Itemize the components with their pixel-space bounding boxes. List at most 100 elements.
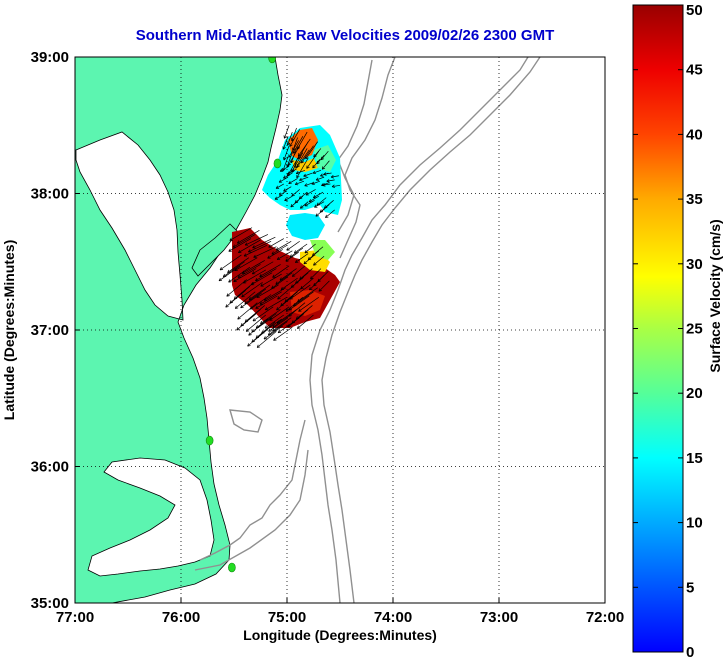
velocity-arrow — [295, 169, 306, 175]
x-axis-ticks: 77:00 76:00 75:00 74:00 73:00 72:00 — [56, 598, 624, 626]
velocity-arrow — [303, 254, 315, 265]
velocity-arrow — [295, 148, 308, 169]
velocity-arrow — [283, 125, 290, 139]
velocity-arrow — [243, 245, 268, 257]
velocity-arrow — [252, 236, 276, 249]
radar-station-marker — [205, 435, 214, 446]
velocity-arrow — [331, 184, 341, 188]
velocity-arrow — [293, 243, 308, 254]
velocity-arrow — [325, 209, 335, 219]
chart-title: Southern Mid-Atlantic Raw Velocities 200… — [136, 27, 554, 44]
velocity-arrow — [314, 201, 325, 208]
velocity-arrow — [304, 200, 315, 207]
colorbar-tick-label: 50 — [686, 2, 703, 19]
velocity-arrow — [288, 178, 298, 184]
velocity-arrow — [326, 179, 335, 183]
y-axis-label: Latitude (Degrees:Minutes) — [1, 240, 17, 420]
x-axis-label: Longitude (Degrees:Minutes) — [243, 627, 437, 643]
map-plot-area — [75, 57, 605, 603]
colorbar-tick-label: 40 — [686, 126, 703, 143]
velocity-arrow — [282, 156, 289, 172]
velocity-arrow — [238, 239, 261, 254]
velocity-arrow — [248, 284, 271, 300]
coverage-south-green — [310, 240, 335, 260]
y-tick-label: 37:00 — [31, 322, 69, 339]
velocity-arrow — [286, 131, 293, 146]
velocity-arrow — [291, 157, 298, 173]
velocity-arrow — [322, 183, 331, 187]
colorbar-tick-label: 25 — [686, 321, 703, 338]
velocity-arrow — [291, 189, 300, 197]
x-tick-label: 77:00 — [56, 609, 94, 626]
velocity-arrow — [304, 182, 314, 187]
velocity-arrow — [287, 168, 297, 175]
velocity-arrow — [298, 191, 308, 200]
velocity-arrow — [291, 265, 306, 277]
colorbar-tick-label: 0 — [686, 644, 694, 659]
velocity-arrow — [219, 254, 242, 271]
radar-station-marker — [273, 158, 282, 169]
velocity-arrow — [264, 296, 288, 311]
velocity-arrow — [276, 309, 297, 324]
velocity-arrow — [284, 195, 293, 202]
velocity-arrow — [299, 176, 309, 182]
y-tick-label: 39:00 — [31, 49, 69, 66]
velocity-arrow — [295, 253, 309, 263]
velocity-arrow — [313, 191, 324, 199]
velocity-arrow — [226, 279, 247, 297]
velocity-arrow — [268, 317, 289, 332]
velocity-arrow — [268, 238, 284, 248]
velocity-arrow — [260, 273, 282, 287]
velocity-arrow — [321, 160, 330, 170]
bathymetry-contours — [194, 57, 541, 603]
velocity-arrow — [312, 159, 321, 169]
velocity-arrow — [318, 280, 330, 292]
velocity-arrow — [269, 306, 290, 321]
velocity-arrow — [275, 240, 292, 251]
velocity-arrow — [297, 287, 318, 303]
velocity-arrow — [228, 266, 251, 283]
velocity-arrow — [218, 265, 241, 282]
velocity-arrow — [315, 176, 325, 181]
velocity-arrow — [312, 169, 322, 174]
velocity-arrow — [248, 318, 269, 336]
velocity-arrow — [289, 284, 311, 300]
velocity-arrow — [305, 189, 316, 196]
coverage-south-mid — [290, 290, 325, 316]
velocity-arrow — [315, 208, 326, 217]
velocity-arrow — [263, 287, 287, 301]
velocity-arrow — [294, 180, 305, 186]
velocity-arrow — [276, 250, 293, 260]
colorbar-tick-label: 30 — [686, 256, 703, 273]
radar-stations — [205, 57, 282, 573]
velocity-arrow — [234, 291, 256, 309]
velocity-arrow — [253, 246, 277, 258]
velocity-arrow — [290, 148, 297, 164]
velocity-arrow — [228, 238, 252, 252]
velocity-arrow — [289, 129, 301, 147]
colorbar-ticks: 0 5 10 15 20 25 30 35 40 45 50 — [633, 2, 703, 659]
grid-lines — [75, 57, 605, 603]
velocity-arrow — [245, 314, 267, 332]
velocity-arrow — [248, 240, 272, 253]
velocity-arrow — [251, 261, 274, 275]
velocity-arrow — [313, 148, 322, 158]
velocity-arrow — [275, 183, 284, 189]
velocity-arrow — [234, 257, 258, 272]
coverage-north-green — [314, 145, 336, 172]
x-tick-label: 74:00 — [374, 609, 412, 626]
colorbar-tick-label: 20 — [686, 385, 703, 402]
velocity-arrow — [310, 268, 322, 280]
y-tick-label: 38:00 — [31, 186, 69, 203]
velocity-arrow — [298, 296, 320, 312]
y-axis-ticks: 35:00 36:00 37:00 38:00 39:00 — [31, 49, 80, 612]
colorbar-tick-label: 35 — [686, 191, 703, 208]
velocity-arrow — [227, 257, 250, 273]
velocity-arrow — [320, 150, 329, 161]
velocity-arrow — [297, 138, 311, 157]
y-tick-label: 35:00 — [31, 595, 69, 612]
velocity-arrow — [288, 295, 310, 311]
velocity-arrow — [304, 243, 316, 254]
x-tick-label: 72:00 — [586, 609, 624, 626]
